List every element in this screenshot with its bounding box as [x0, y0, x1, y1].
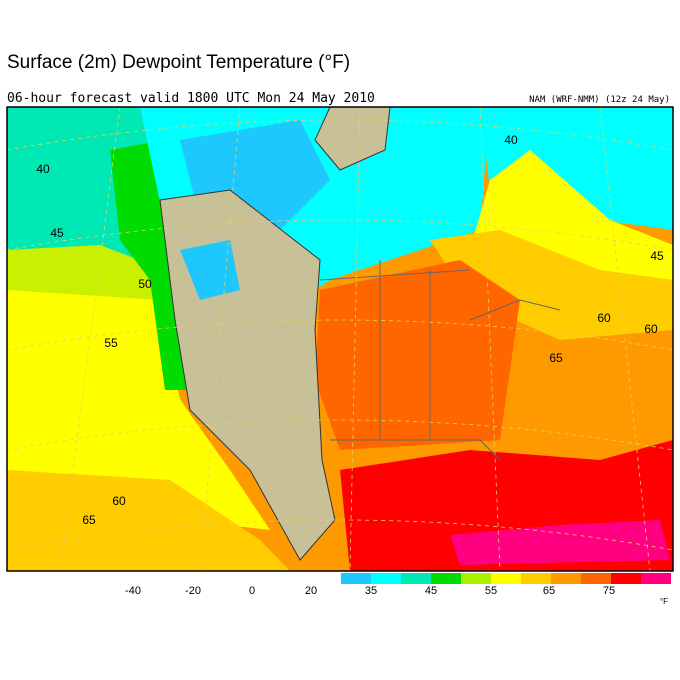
colorbar-tick-label: 65: [543, 585, 555, 597]
colorbar-tick-label: -20: [185, 585, 201, 597]
colorbar-swatch: [401, 573, 431, 584]
model-label: NAM (WRF-NMM) (12z 24 May): [529, 95, 670, 105]
field: [430, 230, 673, 340]
contour-label: 55: [104, 336, 118, 350]
colorbar-tick-label: 75: [603, 585, 615, 597]
colorbar-tick-label: -40: [125, 585, 141, 597]
contour-label: 45: [50, 226, 64, 240]
title: Surface (2m) Dewpoint Temperature (°F): [7, 52, 350, 73]
colorbar-swatch: [611, 573, 641, 584]
subtitle: 06-hour forecast valid 1800 UTC Mon 24 M…: [7, 91, 375, 106]
borders: [319, 260, 561, 461]
colorbar-swatch: [461, 573, 491, 584]
field: [450, 520, 670, 565]
contour-label: 50: [138, 277, 152, 291]
colorbar-swatch: [341, 573, 371, 584]
field: [7, 290, 270, 530]
colorbar-tick-label: 55: [485, 585, 497, 597]
colorbar-swatch: [521, 573, 551, 584]
contour-label: 65: [549, 351, 563, 365]
colorbar-swatch: [431, 573, 461, 584]
field: [480, 107, 673, 230]
map-frame: [6, 106, 674, 572]
colorbar-unit: °F: [660, 597, 668, 606]
contour-label: 60: [597, 311, 611, 325]
colorbar-tick-label: 20: [305, 585, 317, 597]
contour-label: 60: [644, 322, 658, 336]
colorbar-tick-label: 45: [425, 585, 437, 597]
land-highland: [314, 107, 391, 171]
contour-label: 60: [112, 494, 126, 508]
contour-label: 40: [36, 162, 50, 176]
colorbar-swatch: [371, 573, 401, 584]
colorbar-swatch: [581, 573, 611, 584]
colorbar-tick-label: 35: [365, 585, 377, 597]
map: 40 45 50 55 60 65 40 45 60 60 65: [6, 106, 674, 572]
contour-label: 40: [504, 133, 518, 147]
map-fields: [7, 107, 673, 571]
graticule: [7, 107, 673, 571]
colorbar-swatch: [641, 573, 671, 584]
colorbar-tick-label: 0: [249, 585, 255, 597]
field: [7, 470, 290, 571]
contour-label: 65: [82, 513, 96, 527]
colorbar-swatch: [551, 573, 581, 584]
contour-label: 45: [650, 249, 664, 263]
colorbar-swatch: [491, 573, 521, 584]
field: [315, 260, 520, 450]
